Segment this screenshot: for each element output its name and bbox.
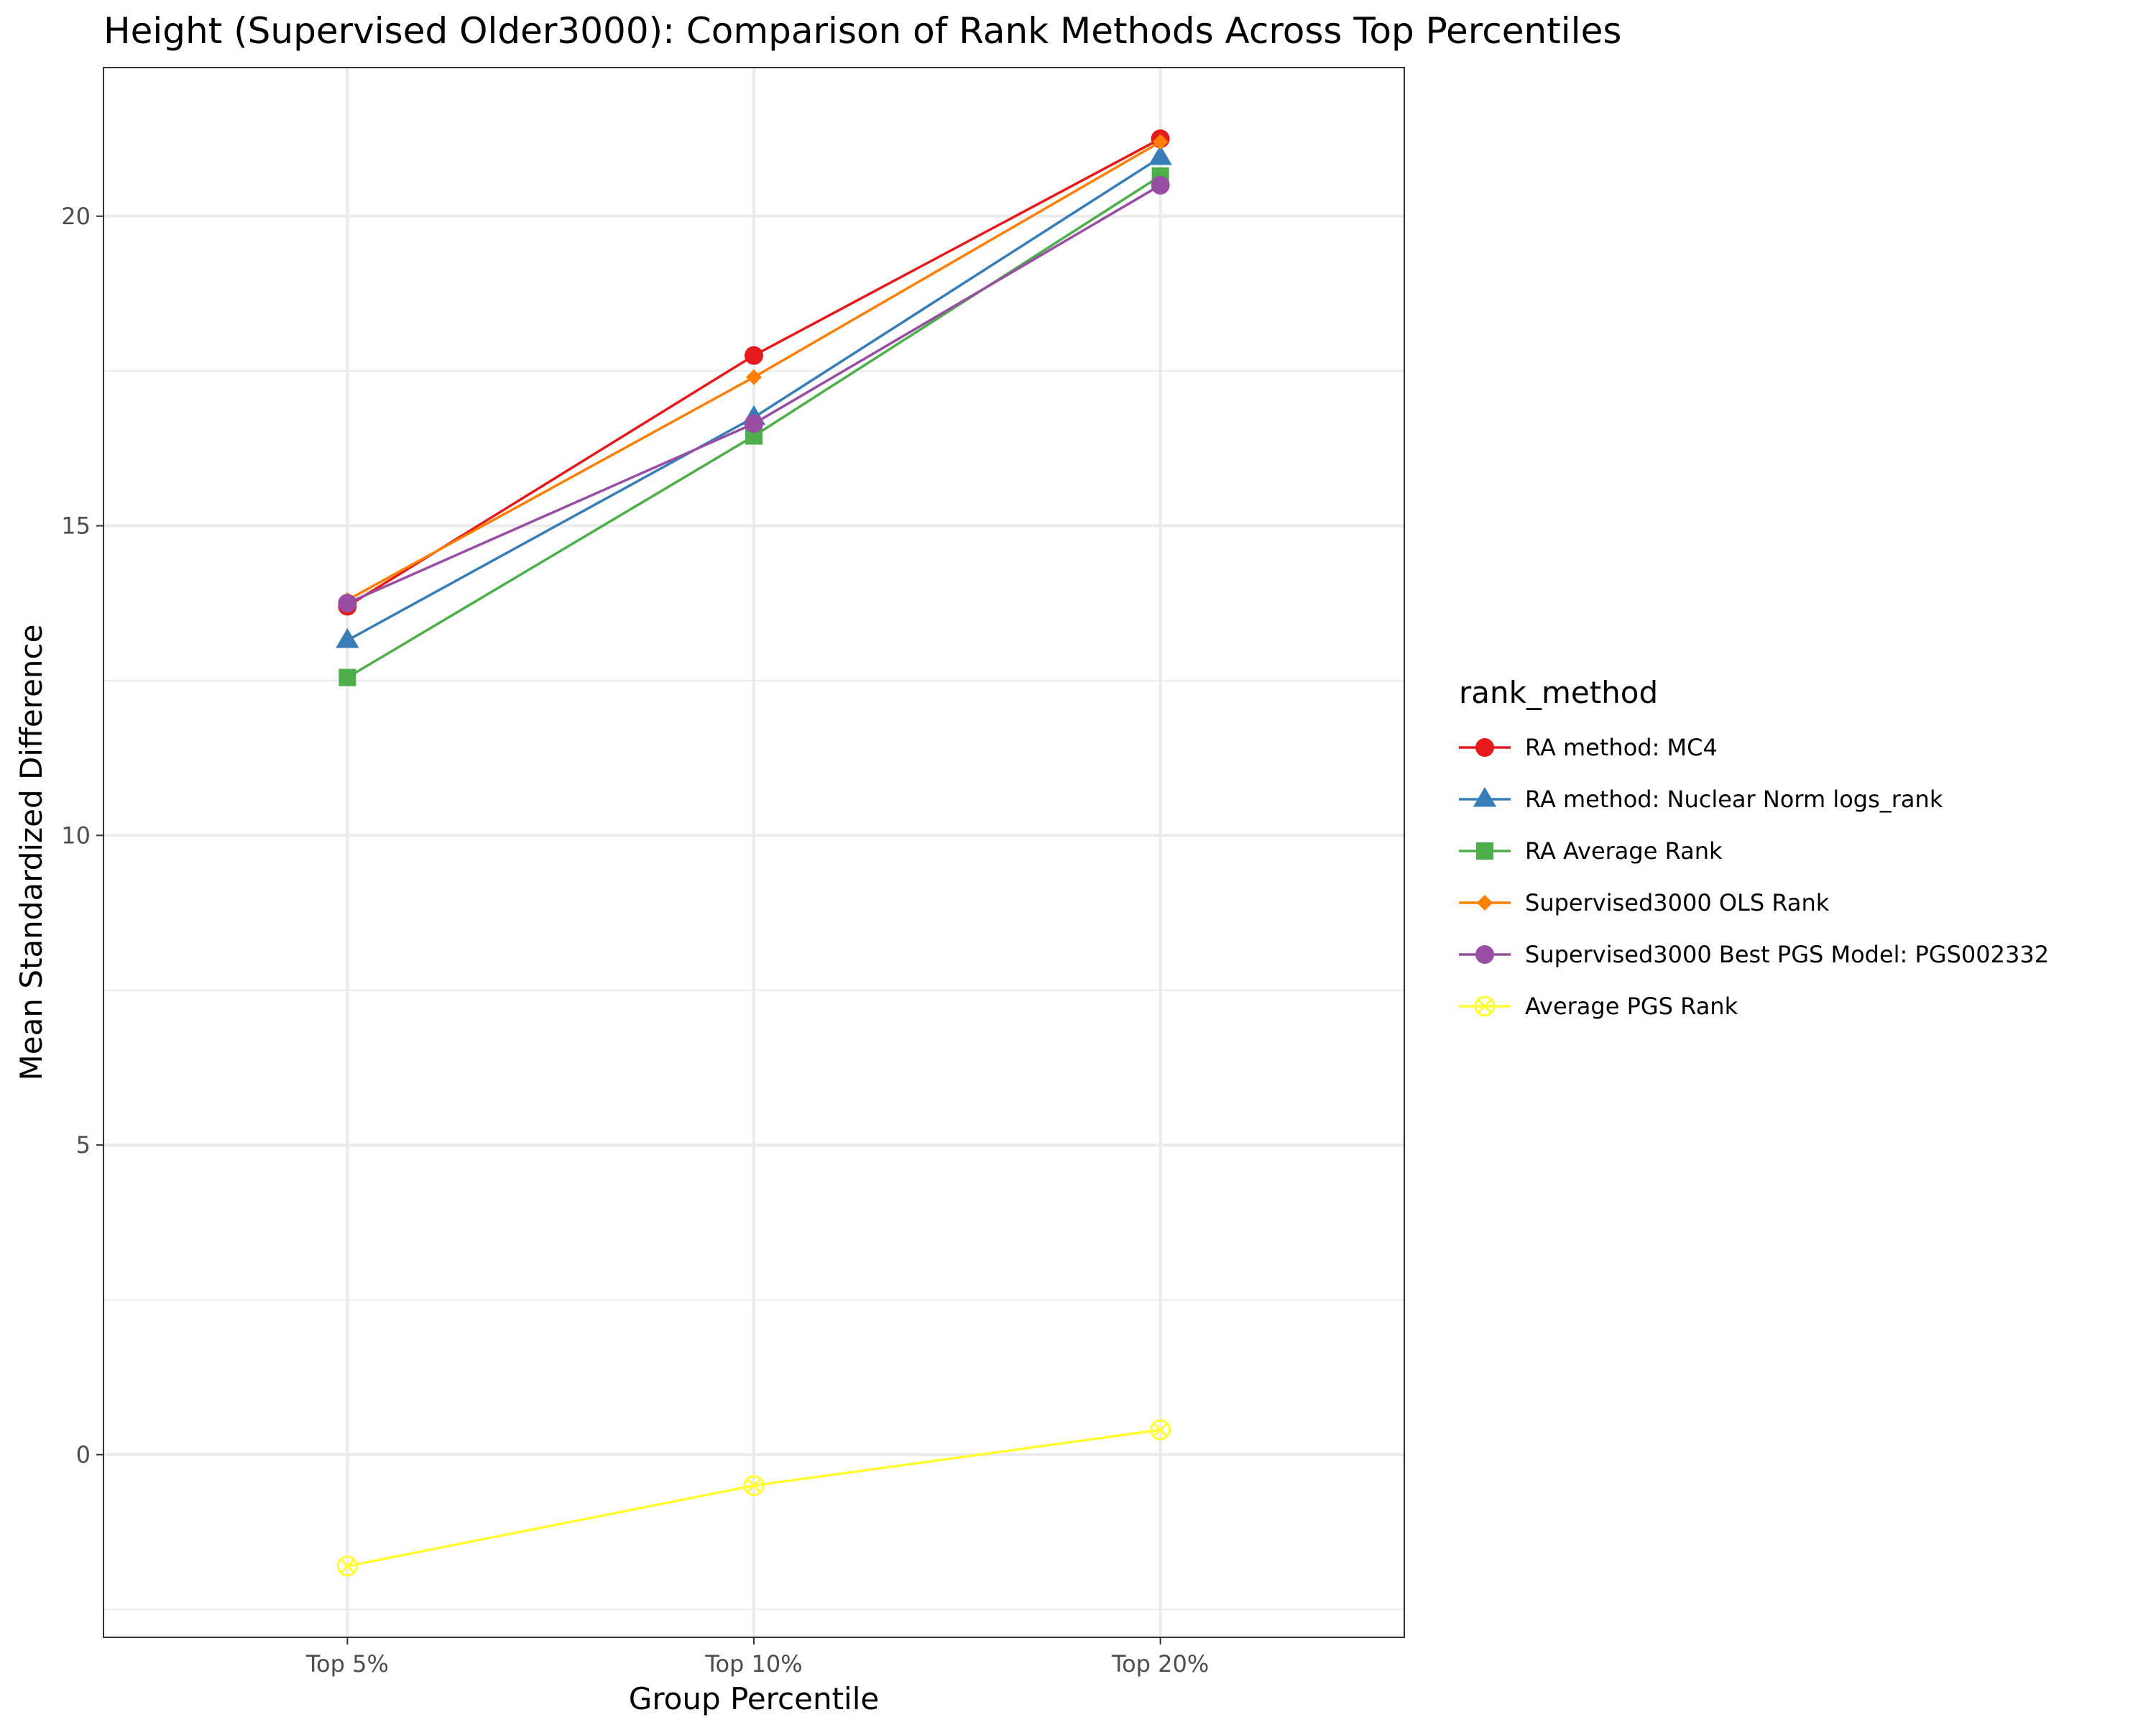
y-axis-ticks: 0 5 10 15 20 — [61, 203, 103, 1468]
legend-item: RA Average Rank — [1459, 837, 1723, 865]
chart-title: Height (Supervised Older3000): Compariso… — [103, 10, 1621, 52]
x-tick-label: Top 10% — [704, 1650, 802, 1678]
x-tick-label: Top 20% — [1111, 1650, 1209, 1678]
data-point — [1150, 1419, 1171, 1440]
legend-item: Supervised3000 Best PGS Model: PGS002332 — [1459, 941, 2049, 968]
series-4 — [338, 175, 1170, 613]
data-point — [336, 1555, 358, 1577]
data-point — [338, 668, 356, 686]
x-axis-ticks: Top 5% Top 10% Top 20% — [305, 1637, 1209, 1678]
legend-label: RA method: Nuclear Norm logs_rank — [1525, 786, 1943, 813]
legend-item: RA method: MC4 — [1459, 734, 1718, 761]
marker-ring — [1150, 1419, 1171, 1440]
legend: rank_method RA method: MC4 RA method: Nuc… — [1459, 675, 2049, 1020]
y-tick-label: 10 — [61, 822, 91, 849]
y-tick-label: 15 — [61, 512, 91, 540]
data-point — [746, 369, 762, 385]
data-point — [745, 414, 763, 433]
data-point — [1151, 175, 1170, 195]
marker-cross — [1153, 1422, 1169, 1438]
data-point — [743, 1475, 765, 1496]
legend-key-marker — [1475, 738, 1494, 757]
y-tick-label: 20 — [61, 203, 91, 230]
data-point — [338, 594, 357, 613]
marker-cross — [1477, 998, 1493, 1014]
legend-label: RA Average Rank — [1525, 837, 1723, 865]
y-tick-label: 0 — [76, 1441, 91, 1468]
x-axis-title: Group Percentile — [629, 1681, 879, 1716]
legend-key-marker — [1473, 787, 1497, 807]
data-point — [336, 627, 359, 648]
series-layer — [336, 129, 1172, 1577]
data-point — [1148, 144, 1172, 165]
y-axis-title: Mean Standardized Difference — [14, 625, 49, 1081]
marker-ring — [743, 1475, 765, 1496]
marker-cross — [339, 1558, 355, 1574]
legend-title: rank_method — [1459, 675, 1658, 710]
major-gridlines — [103, 68, 1404, 1637]
legend-item: RA method: Nuclear Norm logs_rank — [1459, 786, 1943, 813]
marker-ring — [336, 1555, 358, 1577]
legend-label: Supervised3000 Best PGS Model: PGS002332 — [1525, 941, 2049, 968]
legend-item: Average PGS Rank — [1459, 993, 1738, 1020]
legend-label: Average PGS Rank — [1525, 993, 1738, 1020]
marker-cross — [746, 1478, 762, 1494]
data-point — [1152, 134, 1169, 150]
legend-label: RA method: MC4 — [1525, 734, 1718, 761]
legend-key-marker — [1477, 895, 1493, 911]
legend-label: Supervised3000 OLS Rank — [1525, 889, 1830, 916]
legend-item: Supervised3000 OLS Rank — [1459, 889, 1830, 916]
x-tick-label: Top 5% — [305, 1650, 389, 1678]
y-tick-label: 5 — [76, 1131, 91, 1159]
legend-key-marker — [1476, 842, 1493, 860]
legend-key-marker — [1474, 995, 1496, 1017]
marker-ring — [1474, 995, 1496, 1017]
legend-key-marker — [1475, 945, 1494, 964]
data-point — [745, 346, 763, 365]
series-5 — [336, 1419, 1171, 1577]
